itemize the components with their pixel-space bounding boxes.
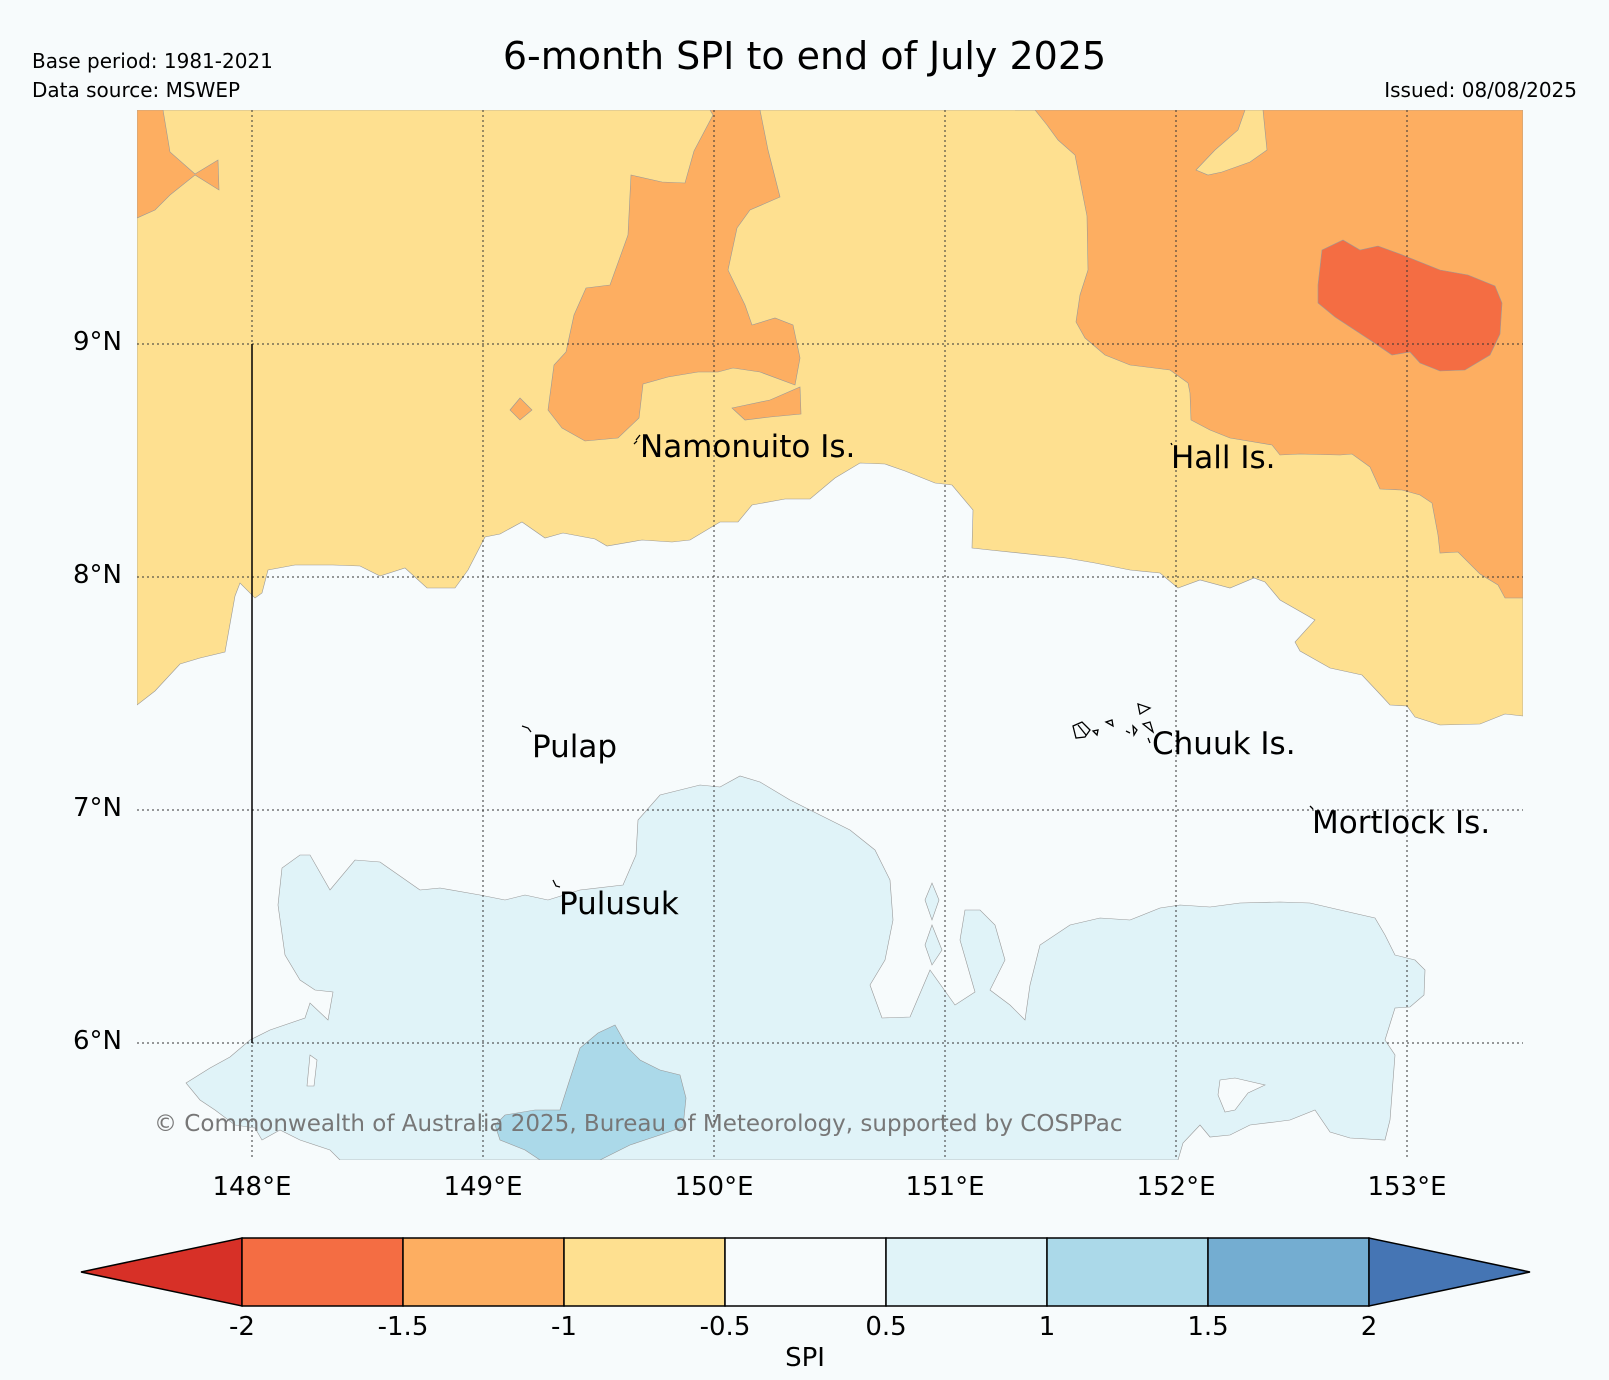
colorbar-label: SPI — [785, 1343, 825, 1373]
wet-region-strong — [494, 1024, 687, 1160]
colorbar-tick: 0.5 — [865, 1312, 907, 1342]
chuuk-island-shape — [1125, 730, 1131, 734]
dry-region-severe — [1015, 110, 1523, 599]
copyright-notice: © Commonwealth of Australia 2025, Bureau… — [154, 1111, 1123, 1137]
chuuk-island-shape — [1072, 721, 1091, 739]
colorbar-tick: -1.5 — [377, 1312, 429, 1342]
place-label-pulap: Pulap — [532, 729, 618, 765]
place-label-hall: Hall Is. — [1171, 440, 1276, 476]
chuuk-island-shape — [1091, 729, 1099, 737]
chuuk-island-shape — [1137, 703, 1152, 716]
hall-island-shape — [1170, 442, 1173, 446]
place-label-mortlock: Mortlock Is. — [1312, 805, 1491, 841]
lat-label: 9°N — [73, 327, 122, 357]
colorbar-extend-low — [80, 1237, 243, 1307]
chuuk-island-shape — [1141, 721, 1155, 734]
chuuk-island-shape — [1147, 737, 1151, 744]
colorbar-tick: -1 — [551, 1312, 577, 1342]
colorbar-tick: 2 — [1360, 1312, 1378, 1342]
wet-region-moderate — [924, 882, 940, 921]
place-label-chuuk: Chuuk Is. — [1152, 726, 1296, 762]
data-source-label: Data source: MSWEP — [32, 78, 241, 102]
colorbar-segment — [1046, 1237, 1209, 1307]
chuuk-island-shape — [1132, 724, 1138, 737]
lon-label: 152°E — [1136, 1172, 1216, 1202]
lat-label: 7°N — [73, 793, 122, 823]
issued-date-label: Issued: 08/08/2025 — [1384, 78, 1577, 102]
wet-region-moderate — [185, 775, 1426, 1160]
pulusuk-island-shape — [552, 879, 561, 888]
colorbar-tick: -2 — [229, 1312, 255, 1342]
dry-region-severe — [137, 110, 220, 219]
dry-region-severe — [509, 397, 533, 421]
dry-region-severe — [731, 386, 802, 421]
colorbar-segment — [241, 1237, 404, 1307]
mortlock-island-shape — [1309, 805, 1314, 810]
colorbar-segment — [1207, 1237, 1370, 1307]
colorbar-segment — [563, 1237, 726, 1307]
colorbar — [80, 1237, 1531, 1307]
place-label-namonuito: Namonuito Is. — [640, 429, 856, 465]
pulap-island-shape — [521, 725, 532, 733]
place-label-pulusuk: Pulusuk — [559, 886, 679, 922]
lat-label: 8°N — [73, 560, 122, 590]
dry-region-extreme — [1317, 239, 1503, 372]
dry-region-severe — [547, 110, 801, 442]
lon-label: 148°E — [212, 1172, 292, 1202]
lon-label: 149°E — [443, 1172, 523, 1202]
map-title: 6-month SPI to end of July 2025 — [502, 34, 1107, 78]
near-normal-region — [1217, 1077, 1266, 1113]
colorbar-tick: 1.5 — [1187, 1312, 1229, 1342]
island-outlines — [521, 434, 1314, 888]
wet-region-moderate — [924, 924, 943, 966]
colorbar-tick: 1 — [1038, 1312, 1056, 1342]
lon-label: 151°E — [905, 1172, 985, 1202]
dry-region-moderate — [1195, 110, 1268, 176]
colorbar-tick: -0.5 — [699, 1312, 751, 1342]
colorbar-segment — [402, 1237, 565, 1307]
chuuk-island-shape — [1104, 719, 1114, 728]
lon-label: 153°E — [1367, 1172, 1447, 1202]
lon-label: 150°E — [674, 1172, 754, 1202]
colorbar-segment — [724, 1237, 887, 1307]
base-period-label: Base period: 1981-2021 — [32, 49, 273, 73]
colorbar-segment — [885, 1237, 1048, 1307]
colorbar-extend-high — [1368, 1237, 1531, 1307]
namonuito-island-shape — [633, 434, 641, 445]
near-normal-region — [306, 1054, 318, 1087]
lat-label: 6°N — [73, 1026, 122, 1056]
